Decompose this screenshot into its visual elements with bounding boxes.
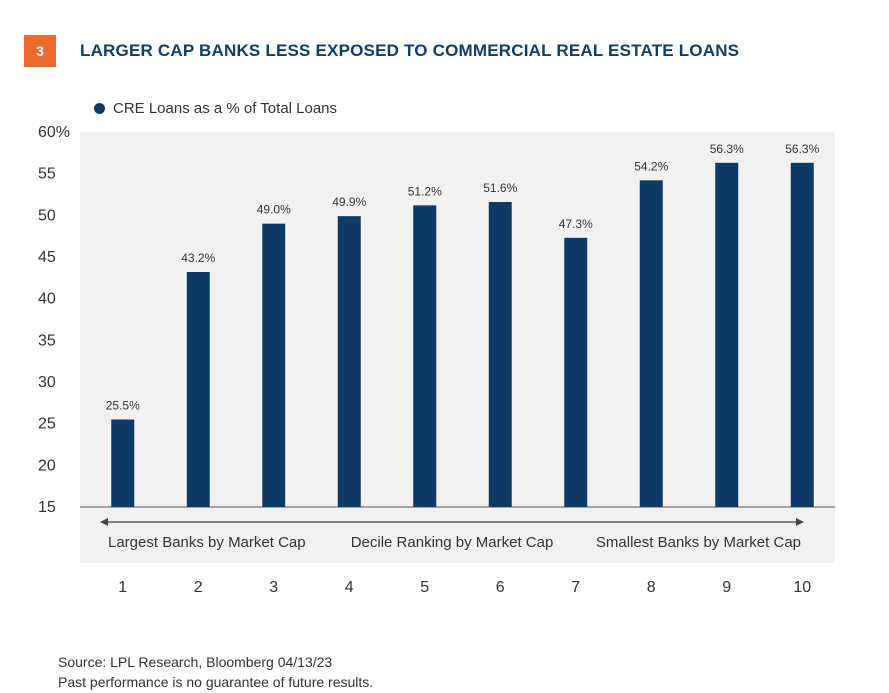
data-label: 49.9% xyxy=(332,195,366,209)
arrow-left-icon xyxy=(100,518,108,526)
data-label: 47.3% xyxy=(559,217,593,231)
bar xyxy=(488,202,512,507)
x-tick-label: 8 xyxy=(647,579,656,596)
y-tick-label: 60% xyxy=(38,124,70,141)
data-label: 51.2% xyxy=(408,184,442,198)
x-tick-label: 1 xyxy=(118,579,127,596)
data-label: 25.5% xyxy=(106,399,140,413)
y-tick-label: 15 xyxy=(38,499,56,516)
disclaimer-text: Past performance is no guarantee of futu… xyxy=(58,674,374,690)
bar xyxy=(186,272,210,507)
y-tick-label: 35 xyxy=(38,332,56,349)
legend: CRE Loans as a % of Total Loans xyxy=(94,100,337,117)
legend-marker xyxy=(94,103,105,114)
arrow-right-icon xyxy=(796,518,804,526)
bar xyxy=(715,162,739,508)
x-tick-label: 3 xyxy=(269,579,278,596)
data-label: 54.2% xyxy=(634,159,668,173)
source-text: Source: LPL Research, Bloomberg 04/13/23 xyxy=(58,654,333,670)
y-tick-label: 20 xyxy=(38,457,56,474)
y-tick-label: 55 xyxy=(38,166,56,183)
data-label: 56.3% xyxy=(785,142,819,156)
annotation-decile-ranking: Decile Ranking by Market Cap xyxy=(351,534,554,551)
y-tick-label: 30 xyxy=(38,374,56,391)
bar xyxy=(790,162,814,508)
source-note: Source: LPL Research, Bloomberg 04/13/23… xyxy=(58,652,373,692)
data-label: 56.3% xyxy=(710,142,744,156)
y-tick-label: 25 xyxy=(38,416,56,433)
x-tick-label: 4 xyxy=(345,579,354,596)
bar xyxy=(111,419,135,507)
chart-title: LARGER CAP BANKS LESS EXPOSED TO COMMERC… xyxy=(80,41,740,60)
x-tick-label: 10 xyxy=(793,579,811,596)
chart-number-badge: 3 xyxy=(24,35,56,67)
annotation-largest-banks: Largest Banks by Market Cap xyxy=(108,534,306,551)
bar-chart: 15202530354045505560%25.5%143.2%249.0%34… xyxy=(38,124,835,596)
x-tick-label: 5 xyxy=(420,579,429,596)
bar xyxy=(564,237,588,508)
x-tick-label: 2 xyxy=(194,579,203,596)
bar xyxy=(413,205,437,508)
y-tick-label: 40 xyxy=(38,291,56,308)
x-tick-label: 7 xyxy=(571,579,580,596)
data-label: 49.0% xyxy=(257,203,291,217)
annotation-smallest-banks: Smallest Banks by Market Cap xyxy=(596,534,801,551)
bar xyxy=(262,223,286,507)
x-tick-label: 9 xyxy=(722,579,731,596)
y-tick-label: 45 xyxy=(38,249,56,266)
bar xyxy=(337,216,361,507)
x-tick-label: 6 xyxy=(496,579,505,596)
data-label: 51.6% xyxy=(483,181,517,195)
data-label: 43.2% xyxy=(181,251,215,265)
legend-label: CRE Loans as a % of Total Loans xyxy=(113,100,338,117)
bar xyxy=(639,180,663,508)
y-tick-label: 50 xyxy=(38,207,56,224)
